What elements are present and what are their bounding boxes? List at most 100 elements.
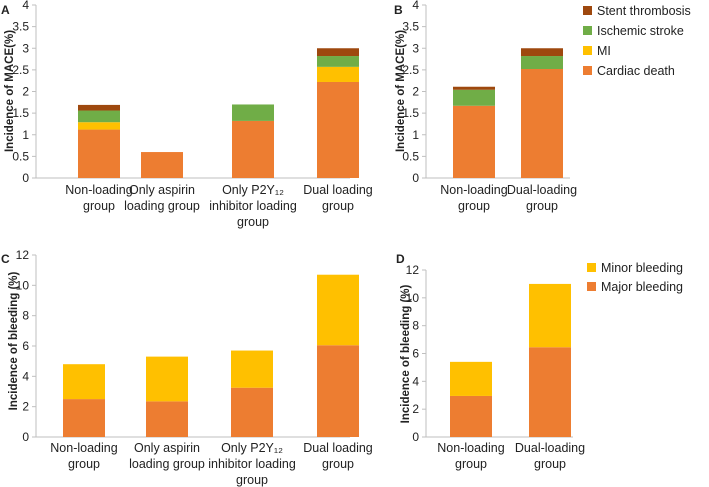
panel-c-category-label: Only aspirin loading group xyxy=(129,441,205,471)
panel-b-bar-stent-thrombosis xyxy=(453,86,495,90)
panel-a-bar-stent-thrombosis xyxy=(317,48,359,57)
panel-d-bar-major-bleeding xyxy=(529,347,571,437)
panel-c-label: C xyxy=(1,252,10,266)
panel-a-y-tick-label: 2 xyxy=(22,85,29,99)
panel-a-y-tick-label: 4 xyxy=(22,0,29,12)
panel-b-y-ticks: 0 0.5 1 1.5 2 2.5 3 3.5 4 xyxy=(402,0,570,185)
panel-a-bar-cardiac-death xyxy=(78,129,120,178)
panel-c-bar-major-bleeding xyxy=(231,387,273,437)
legend-label-ischemic-stroke: Ischemic stroke xyxy=(597,24,684,38)
panel-b-y-tick-label: 3.5 xyxy=(402,20,419,34)
panel-b-y-tick-label: 2.5 xyxy=(402,63,419,77)
panel-a-y-tick-label: 0.5 xyxy=(12,149,29,163)
panel-a-y-tick-label: 3.5 xyxy=(12,20,29,34)
panel-b-category-label: Dual-loading group xyxy=(507,183,577,213)
panel-d: D Incidence of bleeding (%) 0 2 4 6 8 10 12 No… xyxy=(396,252,683,471)
panel-d-ylabel: Incidence of bleeding (%) xyxy=(400,285,412,424)
legend-label-cardiac-death: Cardiac death xyxy=(597,64,675,78)
panel-d-bar-minor-bleeding xyxy=(529,283,571,348)
panel-c-bar-major-bleeding xyxy=(317,345,359,437)
panel-a-bar-cardiac-death xyxy=(232,120,274,178)
panel-b-legend: Stent thrombosis Ischemic stroke MI Cardiac… xyxy=(583,4,691,78)
panel-b-label: B xyxy=(394,3,403,17)
panel-d-bar-major-bleeding xyxy=(450,395,492,437)
legend-label-stent-thrombosis: Stent thrombosis xyxy=(597,4,691,18)
panel-c-y-tick-label: 2 xyxy=(22,400,29,414)
panel-d-label: D xyxy=(396,252,405,266)
panel-d-y-tick-label: 0 xyxy=(412,430,419,444)
panel-b-bar-cardiac-death xyxy=(453,105,495,178)
panel-a-bar-mi xyxy=(78,122,120,130)
panel-b-y-tick-label: 0 xyxy=(412,171,419,185)
panel-d-y-tick-label: 8 xyxy=(412,319,419,333)
panel-d-category-label: Dual-loading group xyxy=(515,441,585,471)
panel-a-bars xyxy=(78,48,359,178)
legend-swatch-stent-thrombosis xyxy=(583,6,592,15)
panel-a-category-label: Only aspirin loading group xyxy=(124,183,200,213)
panel-a-label: A xyxy=(1,3,10,17)
panel-a-y-tick-label: 1.5 xyxy=(12,106,29,120)
panel-c-bar-major-bleeding xyxy=(146,401,188,437)
panel-b-bar-cardiac-death xyxy=(521,69,563,178)
panel-c-bar-minor-bleeding xyxy=(231,350,273,388)
panel-a-category-label: Only P2Y₁₂ inhibitor loading group xyxy=(209,183,297,229)
panel-b-y-tick-label: 1 xyxy=(412,128,419,142)
panel-c-y-tick-label: 12 xyxy=(16,248,30,262)
panel-b-y-tick-label: 1.5 xyxy=(402,106,419,120)
panel-a-bar-stent-thrombosis xyxy=(78,104,120,111)
panel-b-bar-ischemic-stroke xyxy=(521,56,563,70)
panel-d-bar-minor-bleeding xyxy=(450,361,492,396)
panel-c-categories: Non-loading group Only aspirin loading grou… xyxy=(50,441,373,487)
panel-d-bars xyxy=(450,283,571,437)
panel-c-ylabel: Incidence of bleeding (%) xyxy=(8,272,20,411)
legend-swatch-ischemic-stroke xyxy=(583,26,592,35)
panel-c-y-tick-label: 4 xyxy=(22,369,29,383)
panel-c-bar-major-bleeding xyxy=(63,399,105,437)
panel-d-categories: Non-loading group Dual-loading group xyxy=(437,441,585,471)
legend-swatch-cardiac-death xyxy=(583,66,592,75)
panel-a-ylabel: Incidence of MACE(%) xyxy=(4,30,16,152)
panel-d-y-tick-label: 6 xyxy=(412,347,419,361)
panel-b-y-tick-label: 2 xyxy=(412,85,419,99)
panel-b-y-tick-label: 0.5 xyxy=(402,149,419,163)
panel-a-bar-ischemic-stroke xyxy=(232,104,274,121)
panel-a-y-tick-label: 2.5 xyxy=(12,63,29,77)
legend-swatch-minor-bleeding xyxy=(587,263,596,272)
panel-a-y-tick-label: 3 xyxy=(22,41,29,55)
panel-a-bar-mi xyxy=(317,66,359,82)
panel-d-legend: Minor bleeding Major bleeding xyxy=(587,261,683,294)
panel-d-y-tick-label: 2 xyxy=(412,402,419,416)
legend-swatch-mi xyxy=(583,46,592,55)
panel-a: A Incidence of MACE(%) 0 0.5 1 1.5 2 2.5 3 3.5 4… xyxy=(1,0,373,229)
panel-b-bar-ischemic-stroke xyxy=(453,89,495,106)
panel-a-bar-cardiac-death xyxy=(317,81,359,178)
panel-a-bar-cardiac-death xyxy=(141,152,183,178)
legend-label-major-bleeding: Major bleeding xyxy=(601,280,683,294)
panel-c-y-tick-label: 0 xyxy=(22,430,29,444)
panel-c-category-label: Dual loading group xyxy=(303,441,373,471)
panel-c-y-tick-label: 10 xyxy=(16,278,30,292)
panel-c-bar-minor-bleeding xyxy=(63,364,105,400)
panel-d-y-tick-label: 12 xyxy=(406,263,420,277)
panel-c-category-label: Non-loading group xyxy=(50,441,117,471)
panel-a-bar-ischemic-stroke xyxy=(317,56,359,67)
panel-a-y-tick-label: 1 xyxy=(22,128,29,142)
panel-c-y-tick-label: 8 xyxy=(22,309,29,323)
panel-a-category-label: Dual loading group xyxy=(303,183,373,213)
panel-c-y-tick-label: 6 xyxy=(22,339,29,353)
legend-swatch-major-bleeding xyxy=(587,282,596,291)
panel-d-category-label: Non-loading group xyxy=(437,441,504,471)
panel-a-y-tick-label: 0 xyxy=(22,171,29,185)
panel-c-category-label: Only P2Y₁₂ inhibitor loading group xyxy=(208,441,296,487)
panel-a-y-ticks: 0 0.5 1 1.5 2 2.5 3 3.5 4 xyxy=(12,0,350,185)
panel-a-bar-ischemic-stroke xyxy=(78,110,120,123)
panel-b-ylabel: Incidence of MACE(%) xyxy=(395,30,407,152)
panel-d-y-tick-label: 10 xyxy=(406,291,420,305)
panel-b-bar-stent-thrombosis xyxy=(521,48,563,57)
panel-c-bars xyxy=(63,274,359,437)
panel-b-bars xyxy=(453,48,563,178)
panel-c: C Incidence of bleeding (%) 0 2 4 6 8 10 12 No… xyxy=(1,248,373,487)
